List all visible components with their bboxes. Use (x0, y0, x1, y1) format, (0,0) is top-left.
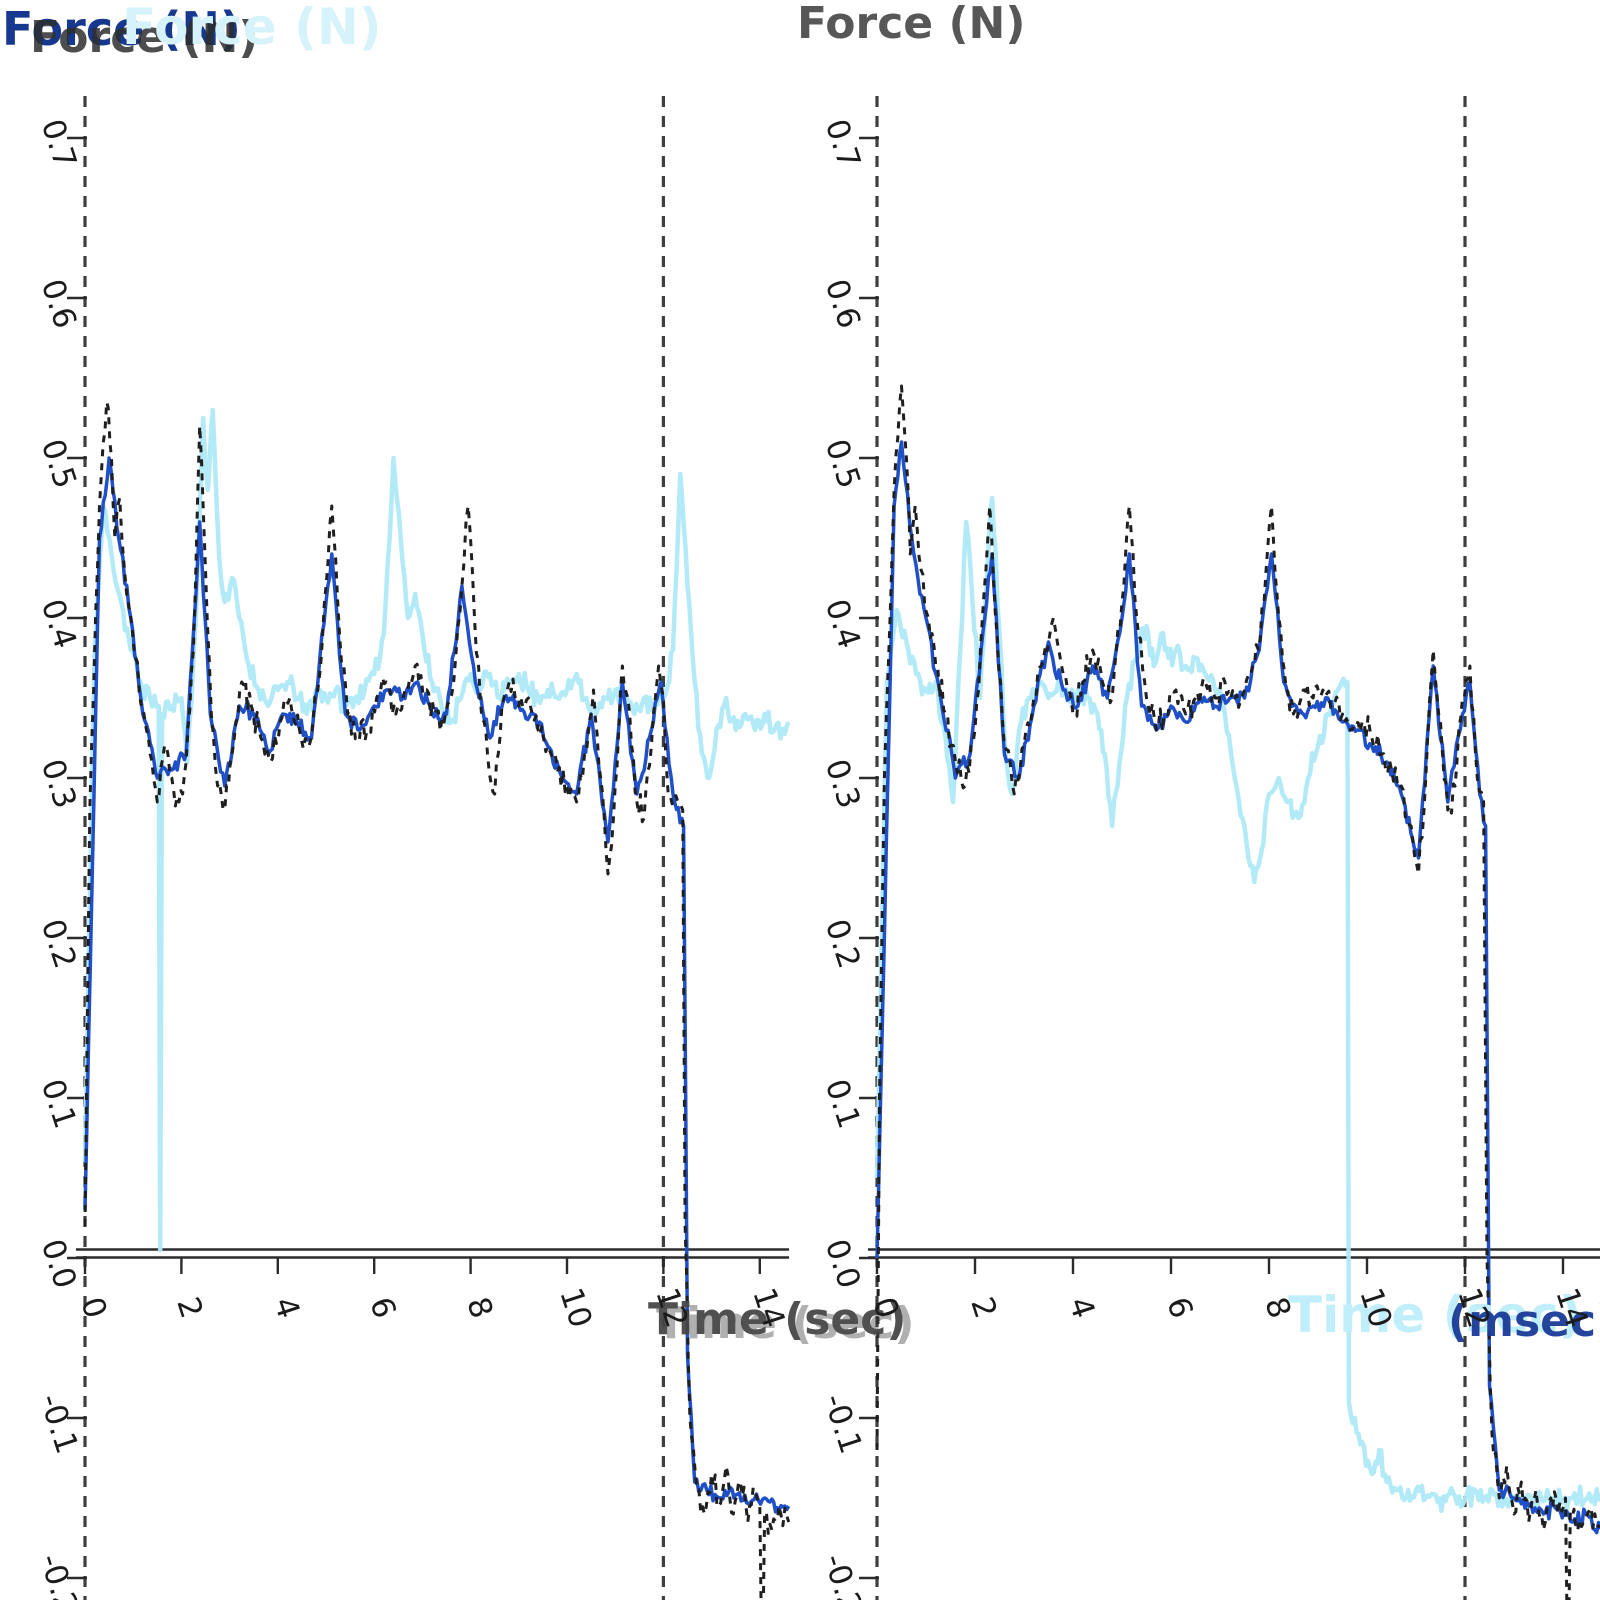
left-blue-trace (83, 456, 790, 1514)
right-blue-trace (875, 440, 1600, 1535)
right-xlabel-navy: (msec) (1448, 1296, 1600, 1347)
chart-right (859, 96, 1600, 1600)
right-xlabel-cyan: Time (sec) (1288, 1286, 1582, 1344)
left-ylabel-cyan: Force (N) (122, 0, 382, 56)
right-dark-dashed-trace (875, 384, 1600, 1600)
chart-left (67, 96, 790, 1600)
left-ylabel-navy: Force (N) (2, 2, 241, 56)
right-cyan-trace (874, 495, 1600, 1514)
left-dark-dashed-trace (83, 400, 790, 1600)
right-ylabel: Force (N) (797, 0, 1026, 49)
left-cyan-trace (82, 407, 790, 1253)
left-ylabel-dark: Force (N) (30, 12, 259, 63)
left-xlabel: Time (sec) (648, 1294, 907, 1345)
